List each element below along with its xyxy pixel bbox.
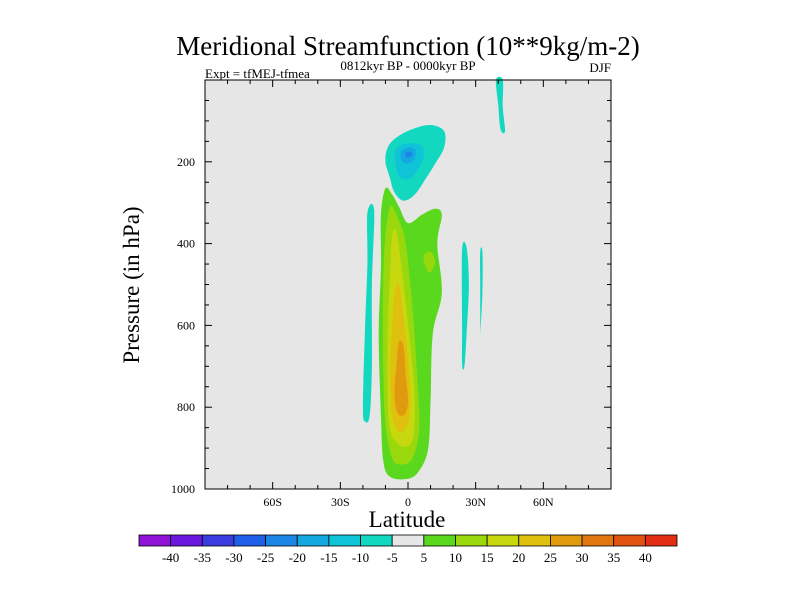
x-tick-label: 0 xyxy=(405,495,411,509)
colorbar-swatch xyxy=(265,534,298,547)
x-tick-label: 30S xyxy=(331,495,350,509)
colorbar-swatch xyxy=(518,534,551,547)
plot-area: 60S 30S 0 30N 60N 200 400 600 800 1000 xyxy=(171,76,612,509)
colorbar-swatch xyxy=(328,534,361,547)
colorbar-label: 10 xyxy=(449,550,462,565)
colorbar-swatch xyxy=(170,534,203,547)
contour-upper-cell-core-center xyxy=(405,151,413,158)
colorbar-label: -35 xyxy=(194,550,211,565)
colorbar-swatch xyxy=(455,534,488,547)
colorbar-swatch xyxy=(391,534,425,547)
colorbar-swatch xyxy=(423,534,456,547)
colorbar-swatch xyxy=(644,534,678,547)
y-tick-label: 1000 xyxy=(171,482,195,496)
colorbar-label: -20 xyxy=(289,550,306,565)
contour-regions xyxy=(362,76,506,480)
colorbar-swatch xyxy=(201,534,235,547)
colorbar-label: -40 xyxy=(162,550,179,565)
colorbar-swatch xyxy=(360,534,393,547)
colorbar-labels: -40 -35 -30 -25 -20 -15 -10 -5 5 10 15 20 25 30 35 40 xyxy=(162,550,652,565)
colorbar-label: -15 xyxy=(320,550,337,565)
colorbar-swatch xyxy=(581,534,615,547)
colorbar-label: -30 xyxy=(225,550,242,565)
colorbar-swatch xyxy=(486,534,520,547)
y-tick-label: 800 xyxy=(177,400,195,414)
colorbar-label: 35 xyxy=(607,550,620,565)
subtitle-center: 0812kyr BP - 0000kyr BP xyxy=(340,58,475,73)
subtitle-left: Expt = tfMEJ-tfmea xyxy=(205,66,310,81)
y-tick-label: 400 xyxy=(177,237,195,251)
axis-ticks xyxy=(205,80,611,489)
x-tick-labels: 60S 30S 0 30N 60N xyxy=(263,495,554,509)
colorbar-label: 40 xyxy=(639,550,652,565)
colorbar-swatch xyxy=(233,534,266,547)
colorbar-label: 15 xyxy=(481,550,494,565)
y-tick-label: 600 xyxy=(177,318,195,332)
colorbar-swatch xyxy=(296,534,330,547)
y-tick-label: 200 xyxy=(177,155,195,169)
contour-right-strip-a xyxy=(461,241,469,370)
contour-upper-right-strip xyxy=(495,76,506,134)
x-axis-label: Latitude xyxy=(369,507,446,532)
colorbar-label: 25 xyxy=(544,550,557,565)
x-tick-label: 30N xyxy=(465,495,486,509)
colorbar-swatch xyxy=(550,534,583,547)
subtitle-right: DJF xyxy=(589,60,611,75)
colorbar-label: 20 xyxy=(512,550,525,565)
colorbar xyxy=(138,534,678,547)
x-tick-label: 60N xyxy=(533,495,554,509)
colorbar-label: 30 xyxy=(576,550,589,565)
colorbar-label: 5 xyxy=(421,550,428,565)
contour-right-strip-b xyxy=(480,247,483,336)
contour-lower-left-strip xyxy=(362,203,375,423)
colorbar-label: -10 xyxy=(352,550,369,565)
x-tick-label: 60S xyxy=(263,495,282,509)
colorbar-swatch xyxy=(613,534,646,547)
colorbar-label: -25 xyxy=(257,550,274,565)
chart-title: Meridional Streamfunction (10**9kg/m-2) xyxy=(176,31,639,61)
y-tick-labels: 200 400 600 800 1000 xyxy=(171,155,195,496)
contour-lower-cell-25 xyxy=(394,340,409,416)
colorbar-swatch xyxy=(138,534,172,547)
contour-lower-cell-bump xyxy=(423,251,436,273)
colorbar-label: -5 xyxy=(387,550,398,565)
y-axis-label: Pressure (in hPa) xyxy=(119,206,144,363)
